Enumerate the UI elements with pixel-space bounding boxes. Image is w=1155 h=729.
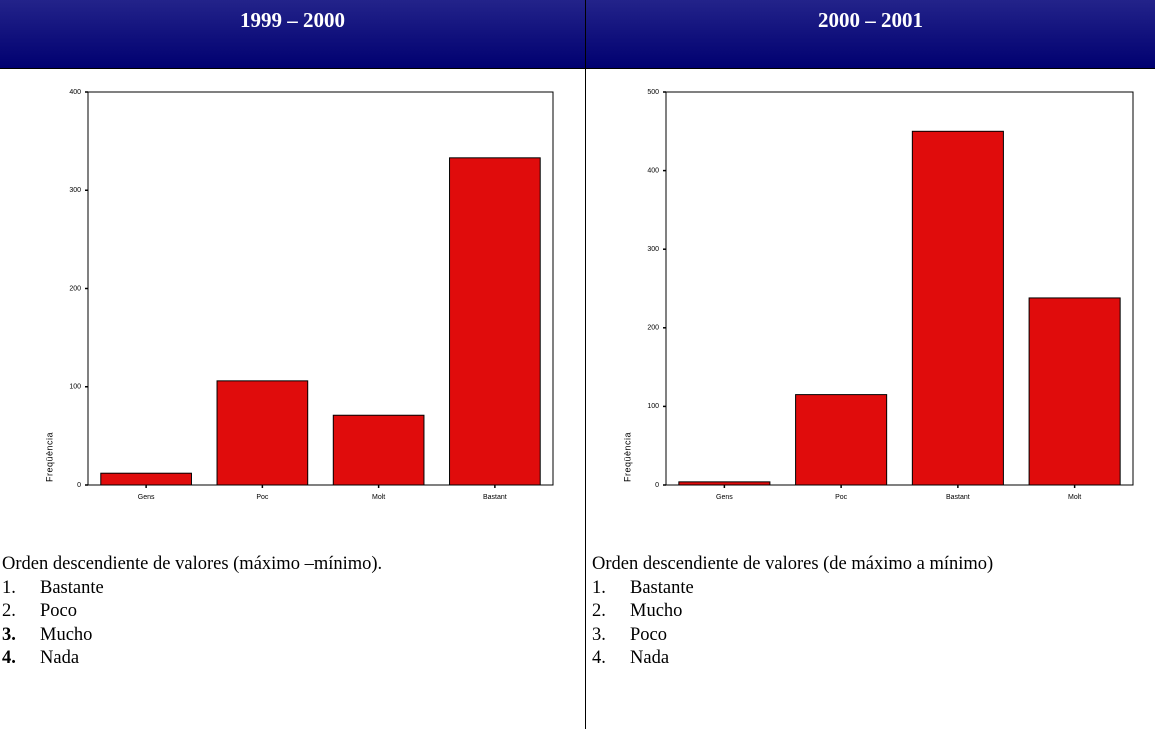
x-tick-label: Gens — [716, 494, 733, 501]
x-tick-label: Molt — [372, 494, 385, 501]
plot-frame — [665, 91, 1134, 486]
y-tick-label: 200 — [647, 325, 659, 332]
y-tick-label: 200 — [69, 285, 81, 292]
list-item: 1. Bastante — [2, 577, 577, 601]
text-block: Orden descendiente de valores (máximo –m… — [2, 553, 577, 671]
list-number: 4. — [2, 648, 16, 668]
list-item: 2. Mucho — [592, 600, 1145, 624]
y-tick-label: 0 — [77, 482, 81, 489]
y-tick-label: 0 — [655, 482, 659, 489]
bar — [911, 130, 1004, 486]
list-item: 3. Mucho — [2, 624, 577, 648]
bar — [332, 414, 425, 486]
list-label: Bastante — [630, 577, 694, 598]
x-tick-label: Molt — [1068, 494, 1081, 501]
list-item: 2. Poco — [2, 600, 577, 624]
list-label: Poco — [630, 624, 667, 645]
list-item: 1. Bastante — [592, 577, 1145, 601]
column-header: 1999 – 2000 — [240, 8, 345, 32]
y-tick-label: 400 — [647, 167, 659, 174]
bar — [795, 394, 888, 486]
x-tick-label: Bastant — [946, 494, 970, 501]
list-number: 1. — [592, 577, 606, 598]
y-tick-label: 300 — [69, 187, 81, 194]
list-number: 2. — [2, 601, 16, 621]
list-label: Nada — [630, 648, 670, 668]
y-axis-label: Freqüència — [622, 432, 632, 482]
bar — [449, 157, 541, 486]
bar — [1028, 297, 1121, 486]
y-tick-label: 500 — [647, 89, 659, 96]
list-label: Bastante — [40, 577, 104, 598]
list-number: 2. — [592, 601, 606, 621]
y-tick-label: 300 — [647, 246, 659, 253]
y-tick-label: 400 — [69, 89, 81, 96]
x-tick-label: Gens — [138, 494, 155, 501]
list-item: 4. Nada — [592, 647, 1145, 671]
x-tick-label: Poc — [256, 494, 269, 501]
list-number: 3. — [2, 624, 16, 645]
list-number: 3. — [592, 624, 606, 645]
y-tick-label: 100 — [647, 403, 659, 410]
list-item: 3. Poco — [592, 624, 1145, 648]
list-label: Poco — [40, 601, 77, 621]
x-tick-label: Bastant — [483, 494, 507, 501]
text-block: Orden descendiente de valores (de máximo… — [592, 553, 1145, 671]
list-item: 4. Nada — [2, 647, 577, 671]
paragraph: Orden descendiente de valores (de máximo… — [592, 554, 994, 574]
list-label: Nada — [40, 648, 80, 668]
list-label: Mucho — [40, 624, 93, 645]
header-bar: 1999 – 2000 2000 – 2001 — [0, 0, 1155, 69]
bar — [100, 472, 192, 486]
column-header: 2000 – 2001 — [818, 8, 923, 32]
list-label: Mucho — [630, 601, 683, 621]
x-tick-label: Poc — [835, 494, 848, 501]
list-number: 4. — [592, 648, 606, 668]
column-divider — [585, 0, 586, 729]
bar — [216, 380, 309, 486]
paragraph: Orden descendiente de valores (máximo –m… — [2, 554, 383, 574]
y-tick-label: 100 — [69, 384, 81, 391]
y-axis-label: Freqüència — [44, 432, 54, 482]
list-number: 1. — [2, 577, 16, 598]
bar — [678, 481, 771, 486]
